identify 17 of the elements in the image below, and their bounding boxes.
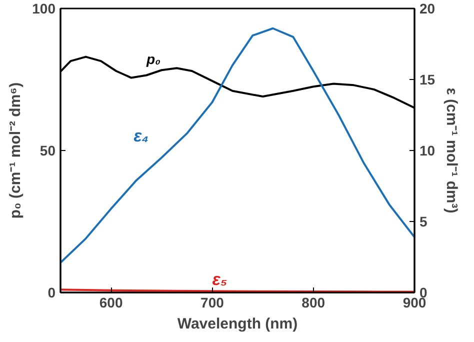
y2-tick-label: 5 xyxy=(420,214,428,230)
y2-tick-label: 10 xyxy=(420,142,436,158)
y2-tick-label: 15 xyxy=(420,72,436,88)
y2-tick-label: 20 xyxy=(420,0,436,16)
y-tick-label: 50 xyxy=(40,142,56,158)
y-tick-label: 0 xyxy=(48,284,56,300)
line-series xyxy=(60,27,414,264)
y-tick-label: 100 xyxy=(32,0,56,16)
x-axis-title: Wavelength (nm) xyxy=(177,316,298,332)
series-label: ε₄ xyxy=(134,126,149,146)
y2-axis-title: ε (cm⁻¹ mol⁻¹ dm³) xyxy=(443,88,460,214)
x-tick-label: 600 xyxy=(99,294,123,310)
x-tick-label: 700 xyxy=(200,294,224,310)
series-label: p₀ xyxy=(145,51,162,68)
x-tick-label: 800 xyxy=(302,294,326,310)
y-axis-title: p₀ (cm⁻¹ mol⁻² dm⁶) xyxy=(7,82,24,219)
series-label: ε₅ xyxy=(212,270,228,290)
